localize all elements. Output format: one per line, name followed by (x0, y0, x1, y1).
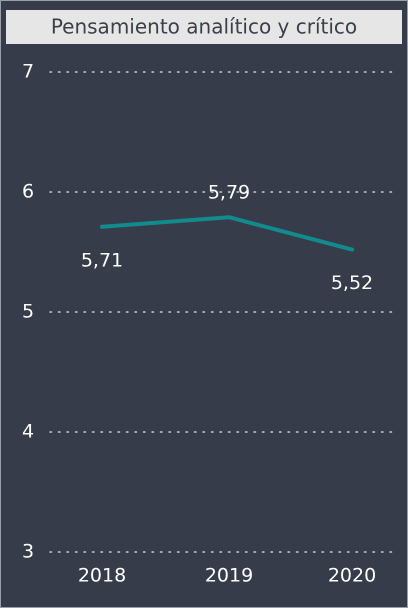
y-tick-label: 7 (22, 61, 34, 83)
line (100, 215, 354, 252)
x-tick-label: 2020 (328, 565, 376, 587)
y-tick-label: 5 (22, 301, 34, 323)
data-label: 5,71 (81, 249, 123, 271)
y-tick-label: 4 (22, 421, 34, 443)
x-tick-label: 2019 (205, 565, 253, 587)
x-tick-label: 2018 (78, 565, 126, 587)
chart-title: Pensamiento analítico y crítico (51, 15, 357, 39)
title-bar (6, 10, 402, 44)
y-tick-label: 3 (22, 541, 34, 563)
y-tick-label: 6 (22, 181, 34, 203)
data-label: 5,79 (208, 182, 250, 204)
data-label: 5,52 (331, 272, 373, 294)
